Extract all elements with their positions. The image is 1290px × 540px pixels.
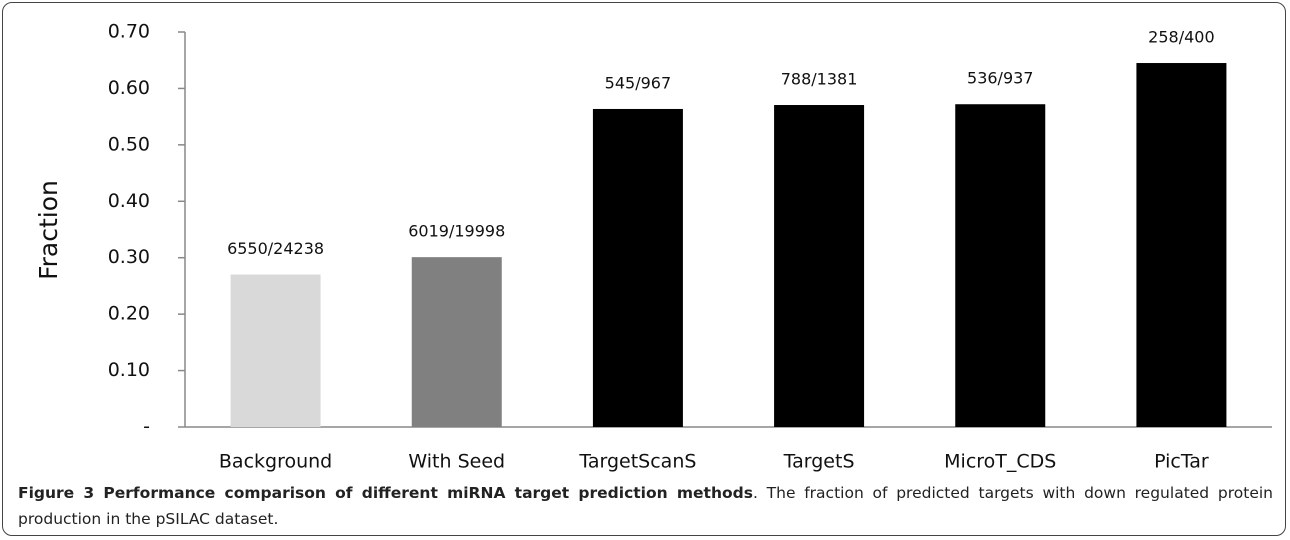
bar: [774, 105, 865, 428]
bar: [592, 108, 683, 428]
data-label: 536/937: [967, 69, 1033, 88]
x-tick-label: Background: [219, 451, 332, 473]
y-tick-label: 0.60: [108, 77, 150, 99]
y-tick-label: 0.40: [108, 190, 150, 212]
y-tick-label: 0.30: [108, 246, 150, 268]
bar: [955, 104, 1046, 427]
y-axis-label: Fraction: [34, 180, 63, 280]
x-tick-label: TargetS: [783, 451, 855, 473]
x-tick-label: MicroT_CDS: [944, 451, 1056, 473]
data-label: 258/400: [1148, 28, 1214, 47]
data-label: 788/1381: [781, 70, 858, 89]
y-tick-label: -: [143, 416, 150, 438]
y-tick-label: 0.20: [108, 303, 150, 325]
y-tick-label: 0.10: [108, 359, 150, 381]
caption-text: . The fraction of predicted targets with…: [18, 484, 1273, 528]
data-label: 6550/24238: [227, 239, 324, 258]
bar: [411, 257, 502, 427]
x-tick-label: PicTar: [1154, 451, 1209, 473]
data-label: 6019/19998: [408, 222, 505, 241]
caption-title: Figure 3 Performance comparison of diffe…: [18, 484, 753, 502]
y-tick-label: 0.70: [108, 21, 150, 43]
x-tick-label: TargetScanS: [578, 451, 696, 473]
y-tick-label: 0.50: [108, 133, 150, 155]
x-tick-label: With Seed: [408, 451, 505, 473]
bar: [230, 274, 321, 427]
chart: Fraction - 0.10 0.20 0.30 0.40 0.50 0.60 0.70 Ba…: [34, 21, 1272, 473]
data-label: 545/967: [605, 73, 671, 92]
bar: [1136, 63, 1227, 428]
caption: Figure 3 Performance comparison of diffe…: [18, 480, 1273, 532]
